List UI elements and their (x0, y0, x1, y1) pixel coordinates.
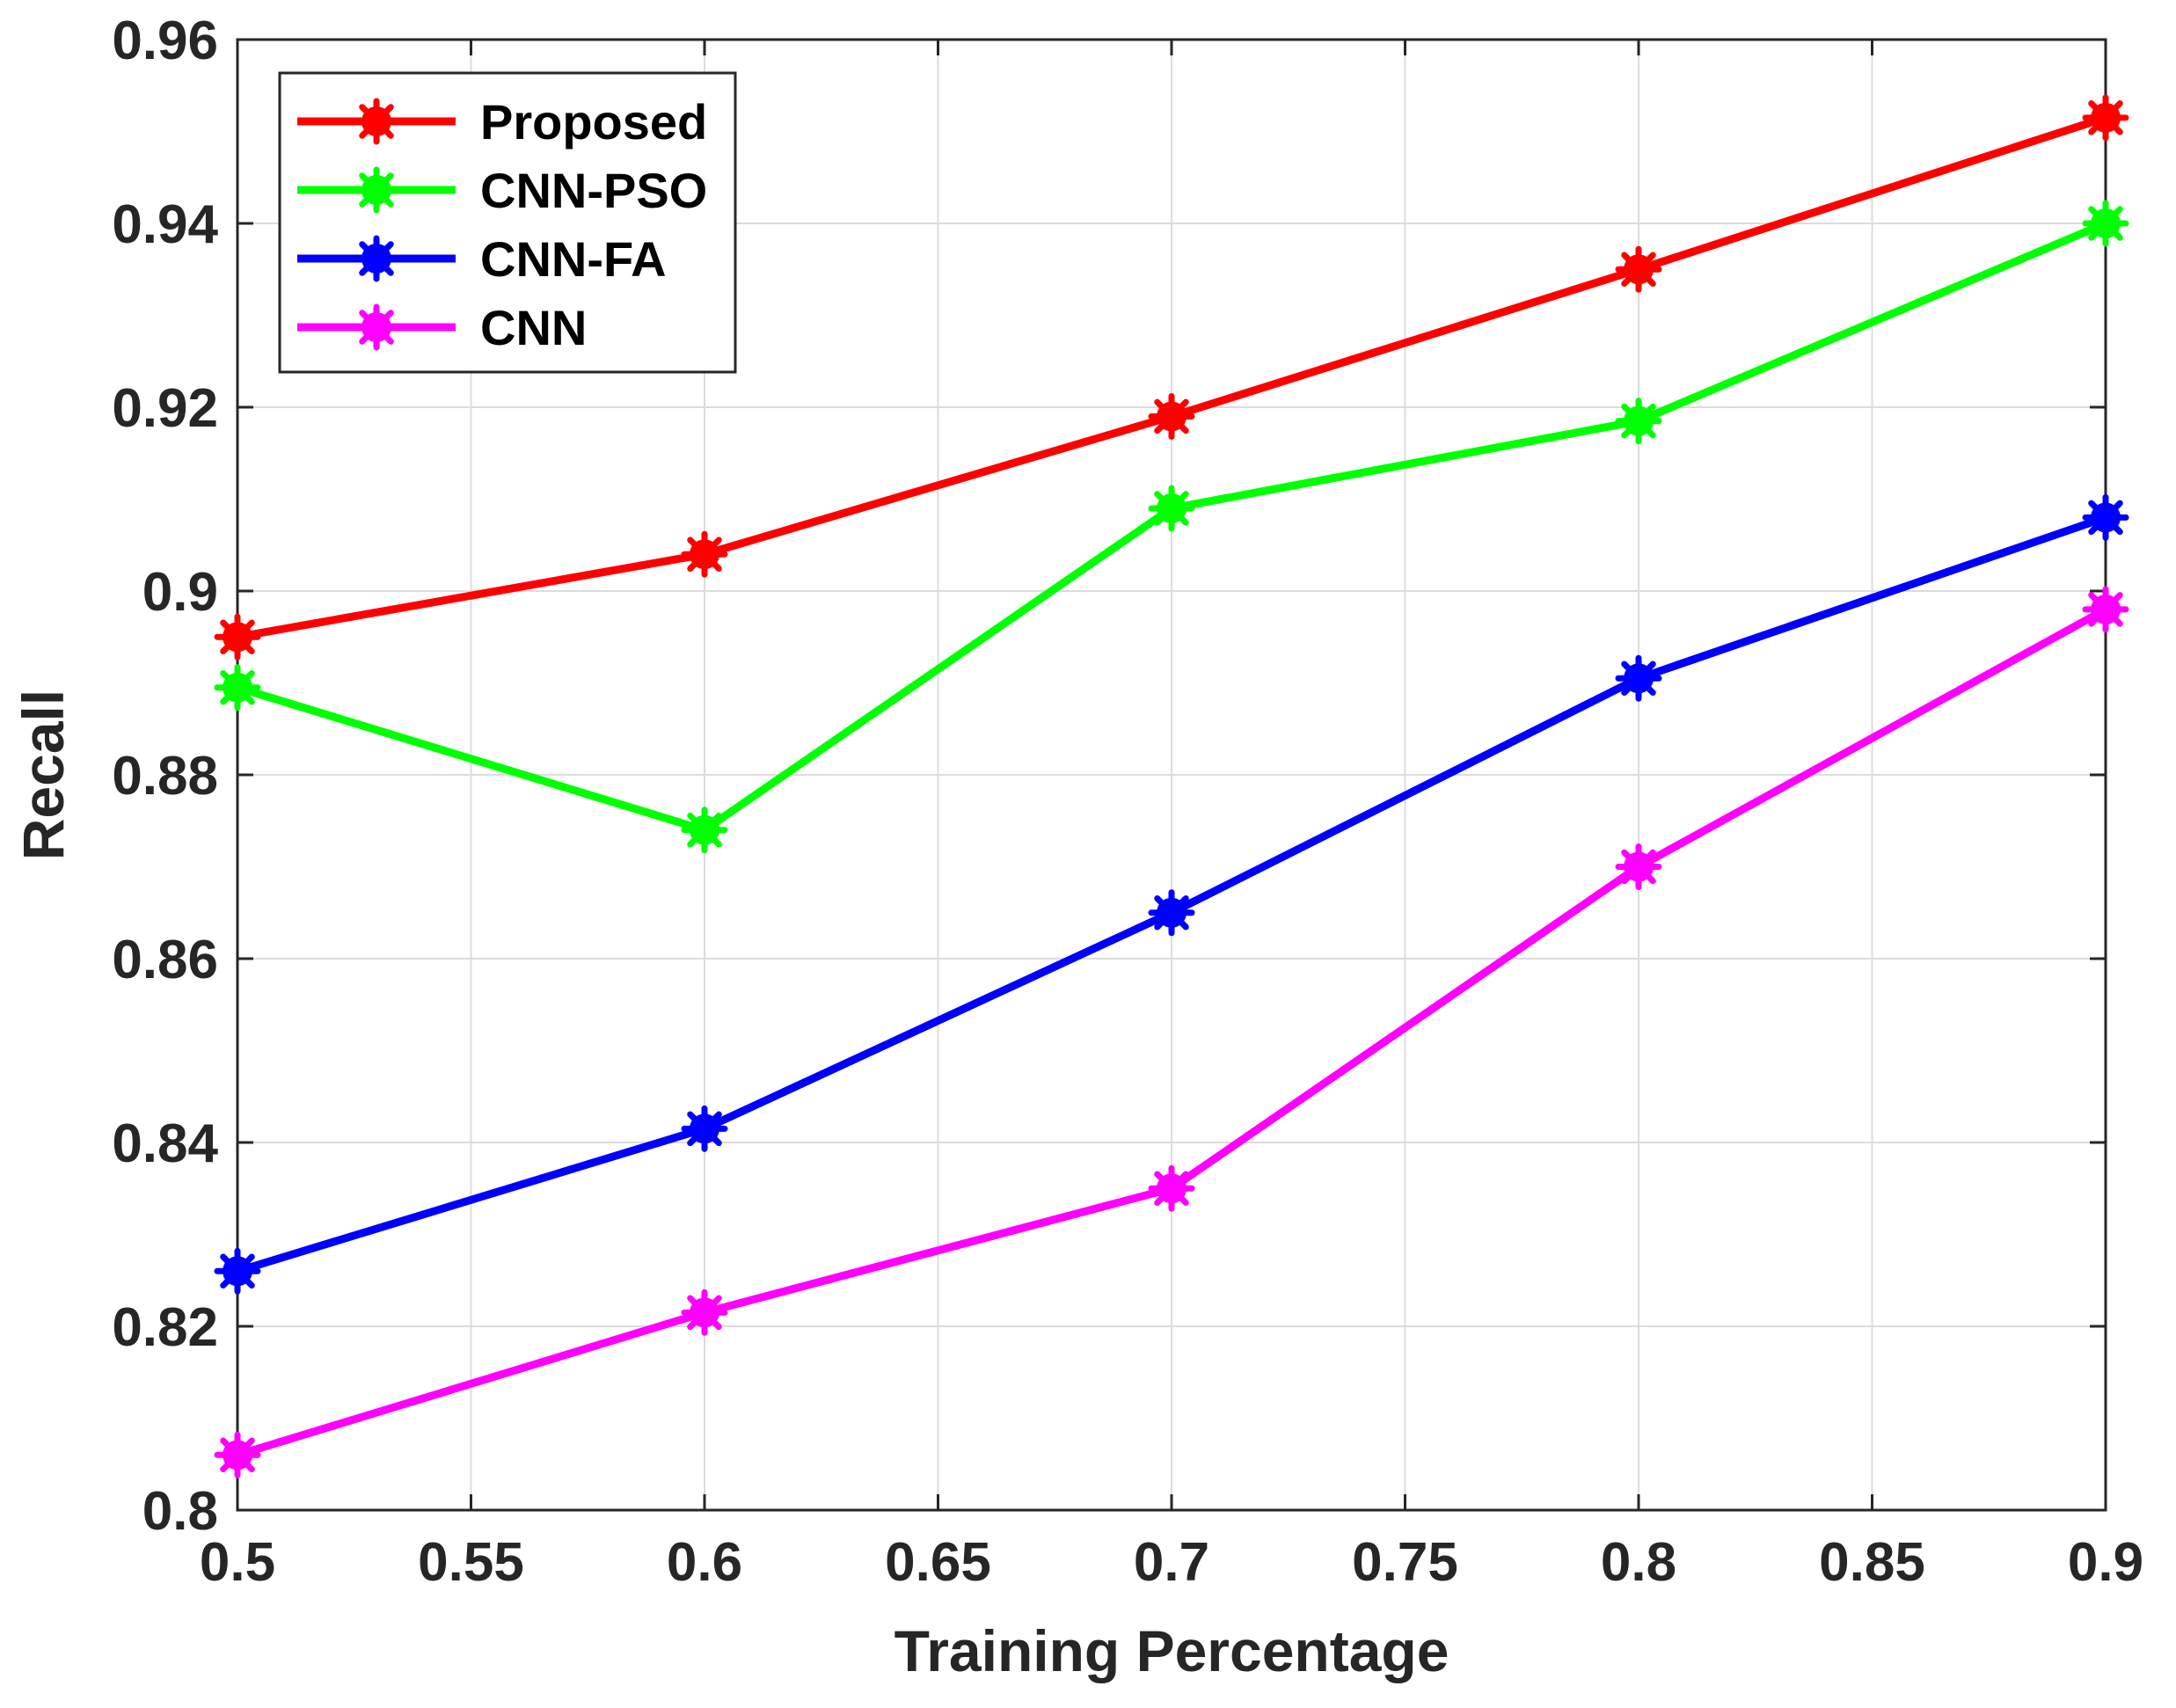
legend-marker (353, 98, 400, 145)
data-point (1615, 398, 1662, 445)
x-tick-label: 0.7 (1134, 1532, 1209, 1593)
legend-label: Proposed (480, 94, 707, 150)
legend-item: CNN-PSO (297, 163, 707, 218)
y-axis-ticks: 0.8 0.82 0.84 0.86 0.88 0.9 0.92 0.94 0.96 (112, 11, 2106, 1542)
x-tick-label: 0.8 (1601, 1532, 1676, 1593)
legend-item: Proposed (297, 94, 707, 150)
legend-marker (353, 303, 400, 351)
x-tick-label: 0.6 (667, 1532, 742, 1593)
y-tick-label: 0.86 (112, 930, 218, 990)
data-point (2082, 200, 2129, 247)
data-point (2082, 493, 2129, 541)
data-point (681, 1105, 728, 1152)
y-tick-label: 0.84 (112, 1113, 218, 1174)
legend-marker (353, 166, 400, 214)
data-point (1148, 485, 1195, 532)
data-point (1148, 1164, 1195, 1212)
series-proposed (214, 94, 2129, 661)
data-point (1148, 889, 1195, 937)
data-point (1615, 843, 1662, 890)
legend-item: CNN (297, 300, 587, 355)
data-point (681, 530, 728, 578)
data-point (681, 1288, 728, 1336)
y-tick-label: 0.96 (112, 11, 218, 71)
y-tick-label: 0.92 (112, 378, 218, 439)
data-point (214, 664, 261, 712)
x-tick-label: 0.55 (418, 1532, 524, 1593)
series-cnn-fa (214, 493, 2129, 1295)
x-tick-label: 0.85 (1819, 1532, 1925, 1593)
legend-label: CNN (480, 300, 587, 355)
legend-marker (353, 235, 400, 282)
x-tick-label: 0.5 (200, 1532, 275, 1593)
data-point (2082, 586, 2129, 633)
x-tick-label: 0.65 (885, 1532, 991, 1593)
data-point (2082, 94, 2129, 142)
data-point (681, 807, 728, 854)
data-point (1615, 654, 1662, 702)
x-tick-label: 0.9 (2068, 1532, 2143, 1593)
y-tick-label: 0.94 (112, 194, 218, 255)
data-point (1148, 392, 1195, 440)
series-cnn-pso (214, 200, 2129, 854)
data-point (1615, 245, 1662, 293)
y-tick-label: 0.9 (142, 562, 218, 623)
legend-item: CNN-FA (297, 231, 667, 287)
y-tick-label: 0.82 (112, 1297, 218, 1358)
y-tick-label: 0.8 (142, 1481, 218, 1542)
legend-label: CNN-FA (480, 231, 667, 287)
legend: Proposed CNN-PSO CNN-FA CNN (278, 71, 737, 374)
series-group (214, 94, 2129, 1478)
data-point (214, 1247, 261, 1295)
x-axis-ticks: 0.5 0.55 0.6 0.65 0.7 0.75 0.8 0.85 0.9 (200, 40, 2143, 1593)
x-axis-label: Training Percentage (894, 1618, 1449, 1683)
data-point (214, 1431, 261, 1478)
data-point (214, 613, 261, 661)
legend-label: CNN-PSO (480, 163, 707, 218)
legend-box (278, 71, 737, 374)
y-tick-label: 0.88 (112, 746, 218, 807)
series-cnn (214, 586, 2129, 1478)
x-tick-label: 0.75 (1352, 1532, 1458, 1593)
y-axis-label: Recall (11, 690, 76, 860)
